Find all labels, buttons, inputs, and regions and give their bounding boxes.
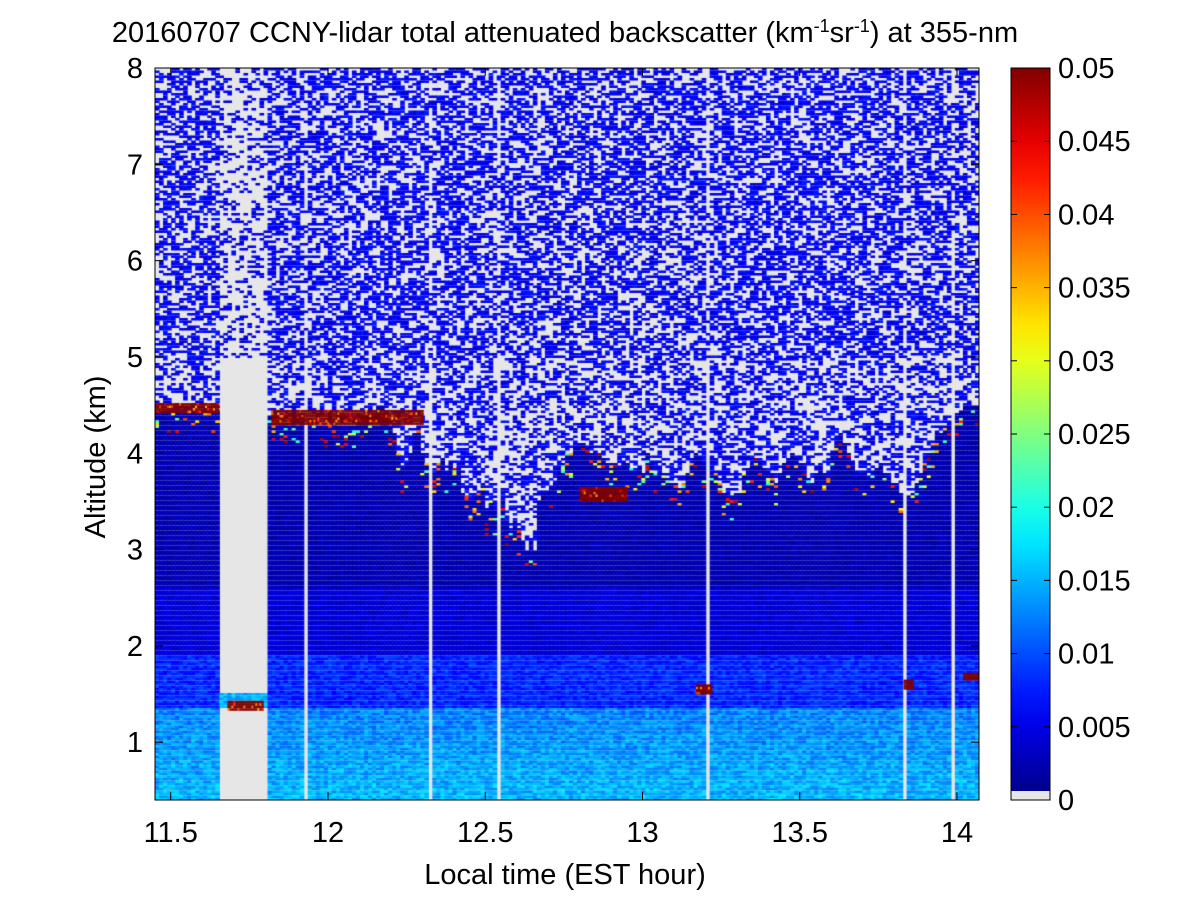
- backscatter-raster: [155, 68, 979, 800]
- x-axis-label: Local time (EST hour): [424, 859, 706, 891]
- title-sup-2: -1: [854, 16, 870, 36]
- title-sup-1: -1: [814, 16, 830, 36]
- colorbar-tick-label: 0.02: [1058, 492, 1114, 524]
- x-tick-label: 13: [626, 817, 658, 849]
- colorbar-tick-label: 0.045: [1058, 126, 1131, 158]
- colorbar-no-data-swatch: [1011, 791, 1050, 800]
- title-mid: sr: [830, 17, 855, 49]
- colorbar-tick-label: 0.05: [1058, 53, 1114, 85]
- y-tick-label: 2: [127, 631, 143, 663]
- colorbar-tick-label: 0.01: [1058, 639, 1114, 671]
- y-tick-label: 1: [127, 727, 143, 759]
- x-tick-label: 12.5: [457, 817, 513, 849]
- x-tick-label: 13.5: [772, 817, 828, 849]
- colorbar-tick-label: 0.04: [1058, 199, 1114, 231]
- x-tick-label: 12: [312, 817, 344, 849]
- y-tick-label: 4: [127, 438, 143, 470]
- chart-title: 20160707 CCNY-lidar total attenuated bac…: [112, 16, 1018, 49]
- x-tick-label: 14: [941, 817, 973, 849]
- colorbar-tick-label: 0.025: [1058, 419, 1131, 451]
- title-suffix: ) at 355-nm: [870, 17, 1018, 49]
- heatmap-plot-area: [155, 68, 979, 800]
- colorbar-tick-label: 0.005: [1058, 712, 1131, 744]
- x-tick-label: 11.5: [144, 817, 198, 849]
- colorbar-gradient: [1011, 68, 1050, 800]
- y-tick-label: 7: [127, 149, 143, 181]
- plot-frame: [154, 67, 980, 801]
- colorbar-tick-label: 0.015: [1058, 565, 1131, 597]
- colorbar-tick-label: 0: [1058, 785, 1074, 817]
- y-tick-label: 8: [127, 53, 143, 85]
- y-tick-label: 5: [127, 342, 143, 374]
- y-tick-label: 6: [127, 246, 143, 278]
- colorbar-tick-label: 0.035: [1058, 273, 1131, 305]
- colorbar-tick-label: 0.03: [1058, 346, 1114, 378]
- y-axis-label: Altitude (km): [80, 376, 112, 539]
- y-tick-label: 3: [127, 535, 143, 567]
- colorbar: 0 0.005 0.01 0.015 0.02 0.025 0.03 0.035 0.04 0.0…: [1010, 53, 1131, 817]
- title-prefix: 20160707 CCNY-lidar total attenuated bac…: [112, 17, 814, 49]
